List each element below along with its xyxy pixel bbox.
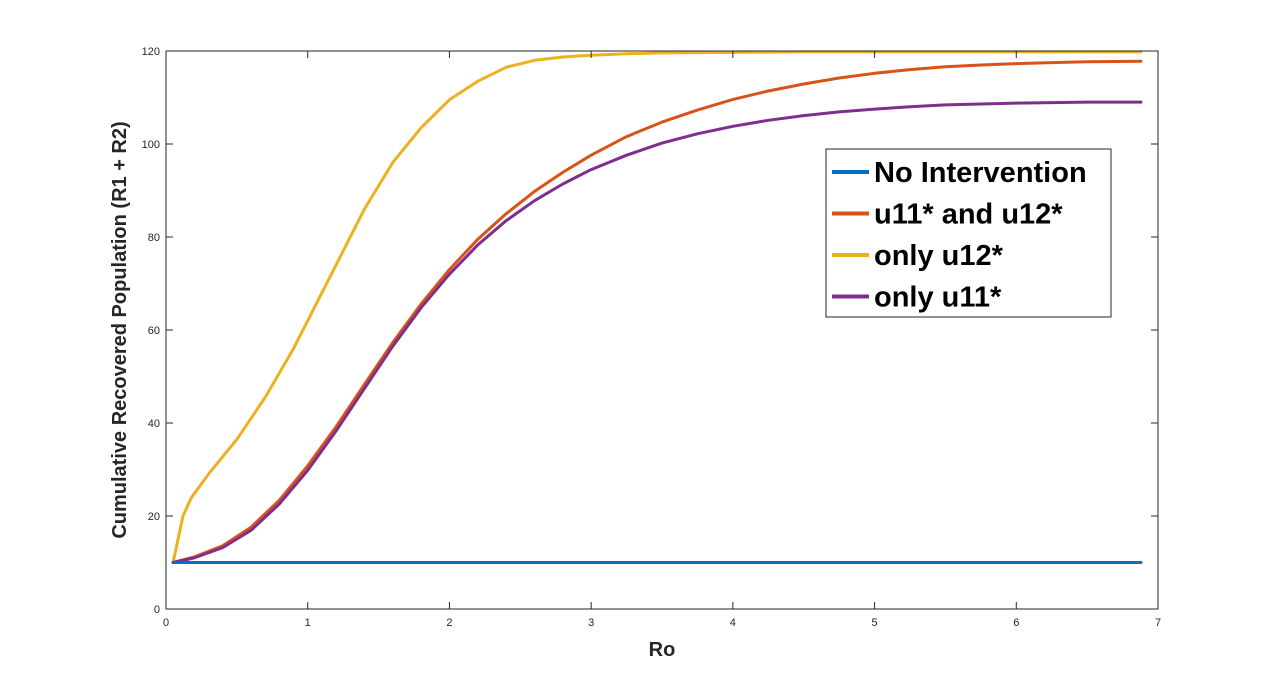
legend-label-3: only u11* xyxy=(874,282,1002,314)
legend: No Intervention u11* and u12* only u12* on… xyxy=(825,148,1112,318)
x-tick-label: 3 xyxy=(588,617,594,629)
legend-label-2: only u12* xyxy=(874,240,1004,272)
x-tick-label: 1 xyxy=(305,617,311,629)
legend-label-0: No Intervention xyxy=(874,157,1087,189)
x-tick-label: 4 xyxy=(730,617,736,629)
x-tick-label: 5 xyxy=(872,617,878,629)
y-tick-label: 60 xyxy=(148,325,160,337)
y-axis-label: Cumulative Recovered Population (R1 + R2… xyxy=(109,121,131,538)
y-tick-label: 80 xyxy=(148,232,160,244)
legend-label-1: u11* and u12* xyxy=(874,199,1063,231)
y-tick-label: 0 xyxy=(154,604,160,616)
x-tick-label: 6 xyxy=(1013,617,1019,629)
x-axis-label: Ro xyxy=(649,639,676,661)
ticks-layer: 0 1 2 3 4 5 6 7 0 20 40 60 80 100 120 xyxy=(142,46,1161,629)
x-tick-label: 7 xyxy=(1155,617,1161,629)
series-line-3 xyxy=(171,100,1143,564)
series-layer xyxy=(171,50,1143,564)
y-tick-label: 120 xyxy=(142,46,160,58)
x-tick-label: 2 xyxy=(446,617,452,629)
legend-box xyxy=(825,148,1112,318)
y-tick-label: 20 xyxy=(148,511,160,523)
y-tick-label: 40 xyxy=(148,418,160,430)
plot-area xyxy=(166,51,1158,609)
x-tick-label: 0 xyxy=(163,617,169,629)
series-line-1 xyxy=(171,59,1143,564)
series-line-2 xyxy=(171,50,1143,564)
y-tick-label: 100 xyxy=(142,139,160,151)
